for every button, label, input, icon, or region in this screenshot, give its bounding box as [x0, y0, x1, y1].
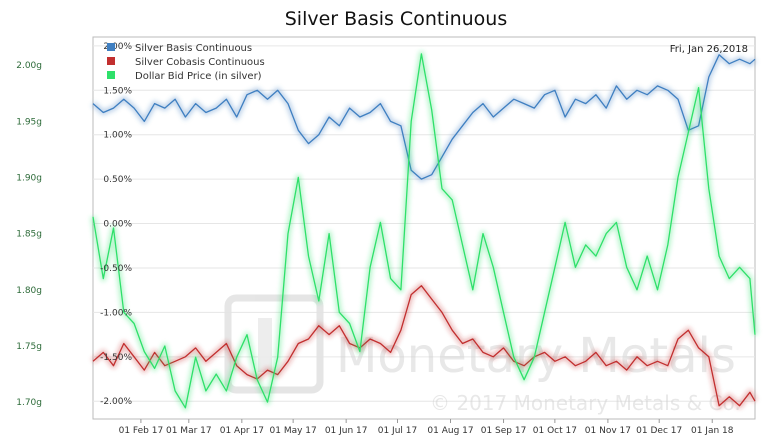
cobasis-line [92, 285, 756, 407]
x-tick-label: 01 Apr 17 [220, 426, 264, 436]
y-left-tick-label: 1.85g [16, 230, 42, 240]
y-left-tick-label: 1.75g [16, 342, 42, 352]
x-tick-label: 01 Nov 17 [585, 426, 631, 436]
x-tick-label: 01 Dec 17 [636, 426, 682, 436]
x-tick-label: 01 Oct 17 [533, 426, 577, 436]
legend: Silver Basis Continuous Silver Cobasis C… [107, 43, 265, 82]
y-left-tick-label: 1.95g [16, 117, 42, 127]
x-tick-label: 01 Feb 17 [119, 426, 164, 436]
basis-line [92, 54, 756, 180]
watermark-logo-bar [258, 318, 272, 372]
legend-label-basis: Silver Basis Continuous [135, 43, 252, 54]
y-right-tick-label: 0.50% [103, 175, 132, 185]
x-tick-label: 01 Jan 18 [691, 426, 734, 436]
y-right-tick-label: 1.00% [103, 131, 132, 141]
series-layer [90, 50, 758, 411]
chart-title: Silver Basis Continuous [285, 8, 508, 30]
date-label: Fri, Jan 26,2018 [670, 44, 748, 55]
x-tick-label: 01 Mar 17 [166, 426, 212, 436]
y-right-tick-label: 0.00% [103, 220, 132, 230]
x-tick-label: 01 Aug 17 [427, 426, 473, 436]
legend-swatch-basis [107, 43, 115, 51]
y-left-tick-label: 1.90g [16, 173, 42, 183]
left-axis: 2.00g 1.95g 1.90g 1.85g 1.80g 1.75g 1.70g [16, 61, 42, 408]
y-left-tick-label: 1.80g [16, 286, 42, 296]
y-left-tick-label: 1.70g [16, 398, 42, 408]
legend-label-cobasis: Silver Cobasis Continuous [135, 57, 265, 68]
watermark-copyright: © 2017 Monetary Metals & Co. [430, 391, 741, 415]
x-tick-label: 01 May 17 [270, 426, 317, 436]
y-right-tick-label: 1.50% [103, 86, 132, 96]
x-tick-label: 01 Jun 17 [325, 426, 368, 436]
y-right-tick-label: -1.50% [100, 353, 132, 363]
x-tick-label: 01 Jul 17 [378, 426, 418, 436]
y-right-tick-label: -2.00% [100, 397, 132, 407]
y-left-tick-label: 2.00g [16, 61, 42, 71]
legend-swatch-dollar [107, 71, 115, 79]
y-right-tick-label: 2.00% [103, 42, 132, 52]
legend-swatch-cobasis [107, 57, 115, 65]
y-right-tick-label: -0.50% [100, 264, 132, 274]
x-axis: 01 Feb 17 01 Mar 17 01 Apr 17 01 May 17 01 J… [119, 419, 734, 436]
dollar-bid-line [92, 53, 756, 409]
right-axis: 2.00% 1.50% 1.00% 0.50% 0.00% -0.50% -1.00% -1.… [100, 42, 132, 407]
legend-label-dollar: Dollar Bid Price (in silver) [135, 71, 262, 82]
x-tick-label: 01 Sep 17 [481, 426, 527, 436]
y-right-tick-label: -1.00% [100, 308, 132, 318]
